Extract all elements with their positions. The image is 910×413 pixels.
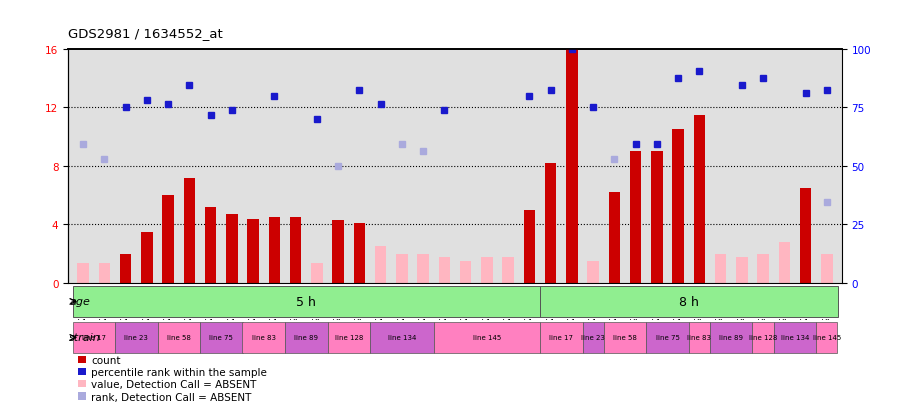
- Text: strain: strain: [69, 332, 101, 343]
- Bar: [289, 218, 301, 283]
- Bar: [370, 322, 434, 354]
- Bar: [630, 152, 642, 283]
- Bar: [779, 242, 790, 283]
- Bar: [672, 130, 684, 283]
- Bar: [353, 223, 365, 283]
- Text: line 83: line 83: [687, 335, 712, 341]
- Bar: [200, 322, 242, 354]
- Text: line 89: line 89: [294, 335, 318, 341]
- Bar: [502, 257, 514, 283]
- Bar: [396, 254, 408, 283]
- Bar: [710, 322, 753, 354]
- Bar: [736, 257, 748, 283]
- Bar: [523, 210, 535, 283]
- Text: line 23: line 23: [125, 335, 148, 341]
- Text: line 75: line 75: [655, 335, 680, 341]
- Bar: [285, 322, 328, 354]
- Text: line 128: line 128: [749, 335, 777, 341]
- Bar: [757, 254, 769, 283]
- Bar: [98, 263, 110, 283]
- Text: line 128: line 128: [335, 335, 363, 341]
- Bar: [460, 261, 471, 283]
- Bar: [693, 115, 705, 283]
- Bar: [328, 322, 370, 354]
- Text: GDS2981 / 1634552_at: GDS2981 / 1634552_at: [68, 27, 223, 40]
- Bar: [587, 261, 599, 283]
- Bar: [184, 178, 196, 283]
- Text: line 75: line 75: [209, 335, 233, 341]
- Bar: [120, 254, 131, 283]
- Bar: [689, 322, 710, 354]
- Bar: [566, 50, 578, 283]
- Bar: [774, 322, 816, 354]
- Bar: [816, 322, 837, 354]
- Bar: [651, 152, 662, 283]
- Bar: [609, 193, 621, 283]
- Bar: [821, 254, 833, 283]
- Bar: [73, 286, 540, 318]
- Text: line 145: line 145: [813, 335, 841, 341]
- Bar: [226, 215, 238, 283]
- Bar: [115, 322, 157, 354]
- Text: line 17: line 17: [550, 335, 573, 341]
- Bar: [545, 164, 557, 283]
- Bar: [540, 286, 837, 318]
- Bar: [540, 322, 582, 354]
- Bar: [141, 232, 153, 283]
- Text: line 145: line 145: [473, 335, 501, 341]
- Text: line 17: line 17: [82, 335, 106, 341]
- Bar: [332, 221, 344, 283]
- Bar: [439, 257, 450, 283]
- Legend: count, percentile rank within the sample, value, Detection Call = ABSENT, rank, : count, percentile rank within the sample…: [74, 351, 271, 406]
- Bar: [714, 254, 726, 283]
- Bar: [242, 322, 285, 354]
- Bar: [248, 219, 259, 283]
- Bar: [481, 257, 492, 283]
- Bar: [311, 263, 323, 283]
- Text: line 134: line 134: [388, 335, 416, 341]
- Bar: [646, 322, 689, 354]
- Bar: [753, 322, 774, 354]
- Text: line 89: line 89: [719, 335, 743, 341]
- Text: line 58: line 58: [613, 335, 637, 341]
- Bar: [418, 254, 429, 283]
- Bar: [77, 263, 89, 283]
- Bar: [582, 322, 603, 354]
- Text: line 58: line 58: [167, 335, 191, 341]
- Bar: [205, 207, 217, 283]
- Bar: [162, 196, 174, 283]
- Bar: [434, 322, 540, 354]
- Text: 5 h: 5 h: [297, 295, 316, 308]
- Bar: [268, 218, 280, 283]
- Bar: [800, 188, 812, 283]
- Text: age: age: [69, 297, 90, 307]
- Bar: [603, 322, 646, 354]
- Bar: [375, 247, 387, 283]
- Text: line 134: line 134: [781, 335, 809, 341]
- Bar: [157, 322, 200, 354]
- Text: line 83: line 83: [252, 335, 276, 341]
- Text: line 23: line 23: [581, 335, 605, 341]
- Bar: [73, 322, 115, 354]
- Text: 8 h: 8 h: [679, 295, 699, 308]
